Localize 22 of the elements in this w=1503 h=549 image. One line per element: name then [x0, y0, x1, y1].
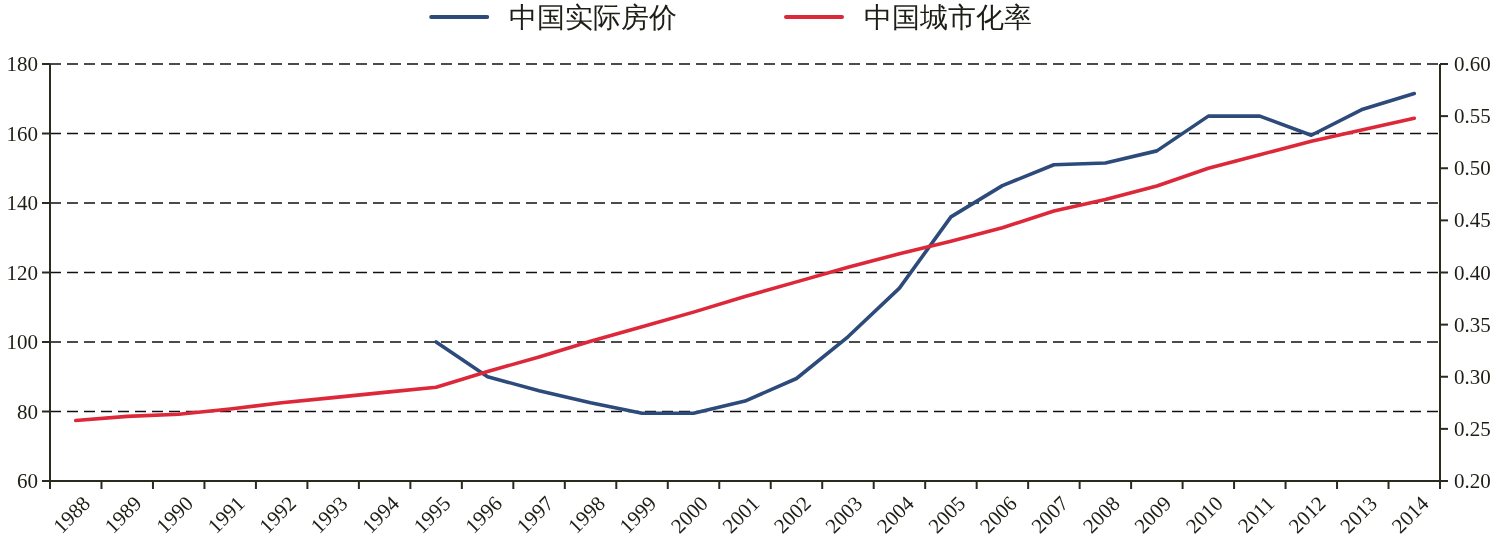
- x-tick-label: 1991: [202, 491, 250, 538]
- y-tick-label: 100: [6, 330, 38, 354]
- x-tick-label: 2011: [1232, 491, 1280, 538]
- y-tick-label: 180: [6, 52, 38, 76]
- legend-label: 中国城市化率: [864, 1, 1032, 33]
- legend-label: 中国实际房价: [509, 1, 678, 33]
- y-tick-label: 140: [6, 191, 38, 215]
- y-tick-label: 160: [6, 121, 38, 146]
- y2-tick-label: 0.30: [1454, 364, 1491, 389]
- y2-tick-label: 0.45: [1454, 208, 1491, 233]
- y2-tick-label: 0.60: [1454, 52, 1491, 76]
- y-tick-label: 60: [17, 469, 38, 493]
- y2-tick-label: 0.35: [1454, 312, 1491, 337]
- y2-tick-label: 0.20: [1454, 469, 1491, 493]
- y-tick-label: 80: [17, 399, 38, 424]
- y2-tick-label: 0.25: [1454, 416, 1491, 441]
- y2-tick-label: 0.55: [1454, 104, 1491, 129]
- y2-tick-label: 0.40: [1454, 260, 1491, 285]
- y2-tick-label: 0.50: [1454, 156, 1491, 181]
- y-tick-label: 120: [6, 260, 38, 285]
- line-series: [73, 116, 1417, 423]
- line-series: [434, 91, 1417, 416]
